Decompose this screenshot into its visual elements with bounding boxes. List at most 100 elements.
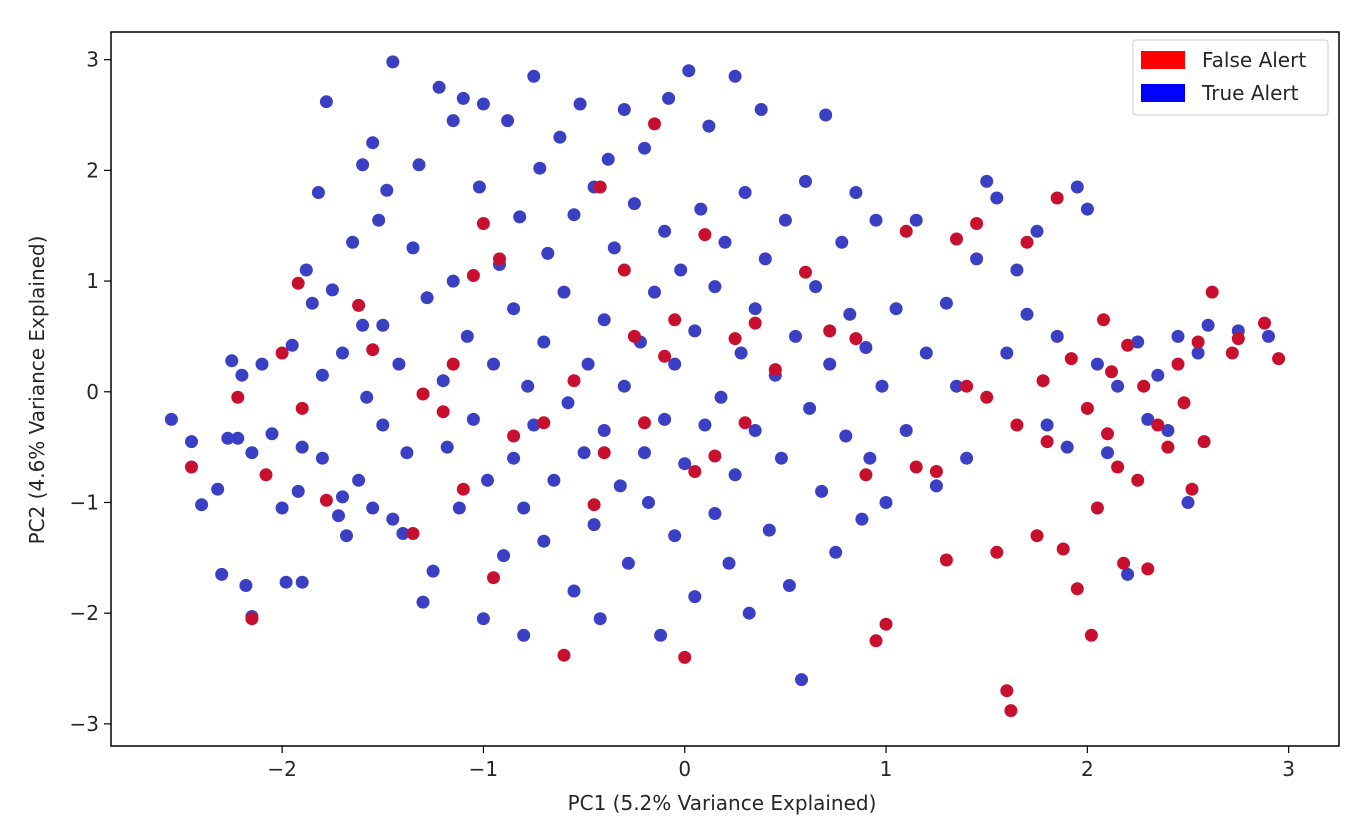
- point-false-alert: [557, 648, 571, 662]
- point-true-alert: [527, 418, 541, 432]
- point-true-alert: [980, 174, 994, 188]
- point-true-alert: [185, 435, 198, 449]
- point-false-alert: [1000, 684, 1014, 698]
- legend-swatch-true-alert: [1141, 84, 1185, 102]
- point-false-alert: [275, 346, 289, 360]
- point-true-alert: [688, 590, 702, 604]
- point-true-alert: [668, 357, 682, 371]
- point-false-alert: [1137, 379, 1151, 393]
- y-tick-label: −1: [70, 490, 99, 514]
- point-true-alert: [950, 379, 963, 393]
- point-true-alert: [728, 468, 742, 482]
- point-false-alert: [859, 468, 873, 482]
- point-false-alert: [668, 313, 682, 327]
- point-true-alert: [305, 296, 319, 310]
- point-false-alert: [849, 332, 863, 346]
- point-true-alert: [533, 161, 547, 175]
- point-false-alert: [1185, 482, 1199, 496]
- y-tick-label: 3: [86, 48, 99, 72]
- y-tick-label: 1: [86, 269, 99, 293]
- point-false-alert: [456, 482, 470, 496]
- point-true-alert: [869, 213, 883, 227]
- point-true-alert: [291, 484, 305, 498]
- point-true-alert: [754, 103, 768, 116]
- point-true-alert: [295, 440, 309, 454]
- point-true-alert: [352, 473, 366, 487]
- point-false-alert: [899, 224, 913, 238]
- point-true-alert: [332, 509, 345, 523]
- point-true-alert: [668, 529, 682, 543]
- point-true-alert: [694, 202, 708, 216]
- point-true-alert: [279, 575, 293, 589]
- point-true-alert: [420, 291, 434, 305]
- point-true-alert: [386, 512, 400, 526]
- point-true-alert: [372, 213, 386, 227]
- point-false-alert: [352, 298, 366, 312]
- point-true-alert: [815, 484, 829, 498]
- point-true-alert: [819, 108, 833, 122]
- point-true-alert: [734, 346, 748, 360]
- point-true-alert: [235, 368, 249, 382]
- point-false-alert: [487, 571, 500, 585]
- point-true-alert: [527, 69, 541, 83]
- point-true-alert: [597, 313, 611, 327]
- point-true-alert: [722, 556, 736, 570]
- point-false-alert: [1040, 435, 1054, 449]
- point-true-alert: [718, 235, 732, 249]
- point-true-alert: [356, 318, 370, 332]
- point-true-alert: [617, 379, 631, 393]
- point-false-alert: [597, 446, 611, 460]
- point-true-alert: [708, 280, 722, 294]
- point-true-alert: [476, 97, 490, 111]
- point-false-alert: [799, 265, 812, 279]
- point-true-alert: [376, 418, 390, 432]
- point-true-alert: [231, 431, 245, 445]
- point-false-alert: [1070, 582, 1084, 596]
- legend-swatch-false-alert: [1141, 51, 1185, 69]
- point-true-alert: [561, 396, 575, 410]
- point-false-alert: [185, 460, 198, 474]
- point-true-alert: [346, 235, 360, 249]
- point-true-alert: [855, 512, 869, 526]
- x-tick-label: 0: [678, 757, 691, 781]
- point-true-alert: [702, 119, 716, 133]
- point-true-alert: [436, 374, 450, 388]
- point-true-alert: [742, 606, 756, 620]
- point-true-alert: [1060, 440, 1074, 454]
- point-true-alert: [803, 401, 817, 415]
- point-false-alert: [231, 390, 245, 404]
- point-true-alert: [919, 346, 933, 360]
- point-true-alert: [325, 283, 339, 297]
- point-false-alert: [678, 650, 692, 664]
- point-true-alert: [889, 302, 903, 316]
- point-true-alert: [1201, 318, 1215, 332]
- point-false-alert: [1056, 542, 1070, 556]
- point-true-alert: [799, 174, 812, 188]
- point-false-alert: [738, 416, 752, 430]
- point-false-alert: [929, 465, 943, 478]
- point-true-alert: [1020, 307, 1034, 321]
- point-true-alert: [1191, 346, 1205, 360]
- point-true-alert: [215, 567, 229, 581]
- point-false-alert: [688, 465, 702, 478]
- point-true-alert: [601, 152, 615, 166]
- point-true-alert: [275, 501, 289, 515]
- point-true-alert: [748, 424, 762, 437]
- point-true-alert: [795, 673, 808, 687]
- point-false-alert: [1258, 316, 1271, 330]
- point-true-alert: [265, 427, 279, 441]
- point-false-alert: [1004, 704, 1018, 718]
- point-true-alert: [990, 191, 1004, 205]
- point-true-alert: [211, 482, 225, 496]
- point-true-alert: [823, 357, 837, 371]
- point-true-alert: [285, 338, 299, 352]
- point-true-alert: [239, 579, 253, 592]
- point-true-alert: [452, 501, 466, 515]
- point-true-alert: [416, 595, 430, 609]
- point-true-alert: [311, 186, 325, 199]
- point-true-alert: [748, 302, 762, 316]
- point-true-alert: [195, 498, 209, 512]
- y-axis-label: PC2 (4.6% Variance Explained): [25, 236, 49, 545]
- x-tick-label: 1: [880, 757, 893, 781]
